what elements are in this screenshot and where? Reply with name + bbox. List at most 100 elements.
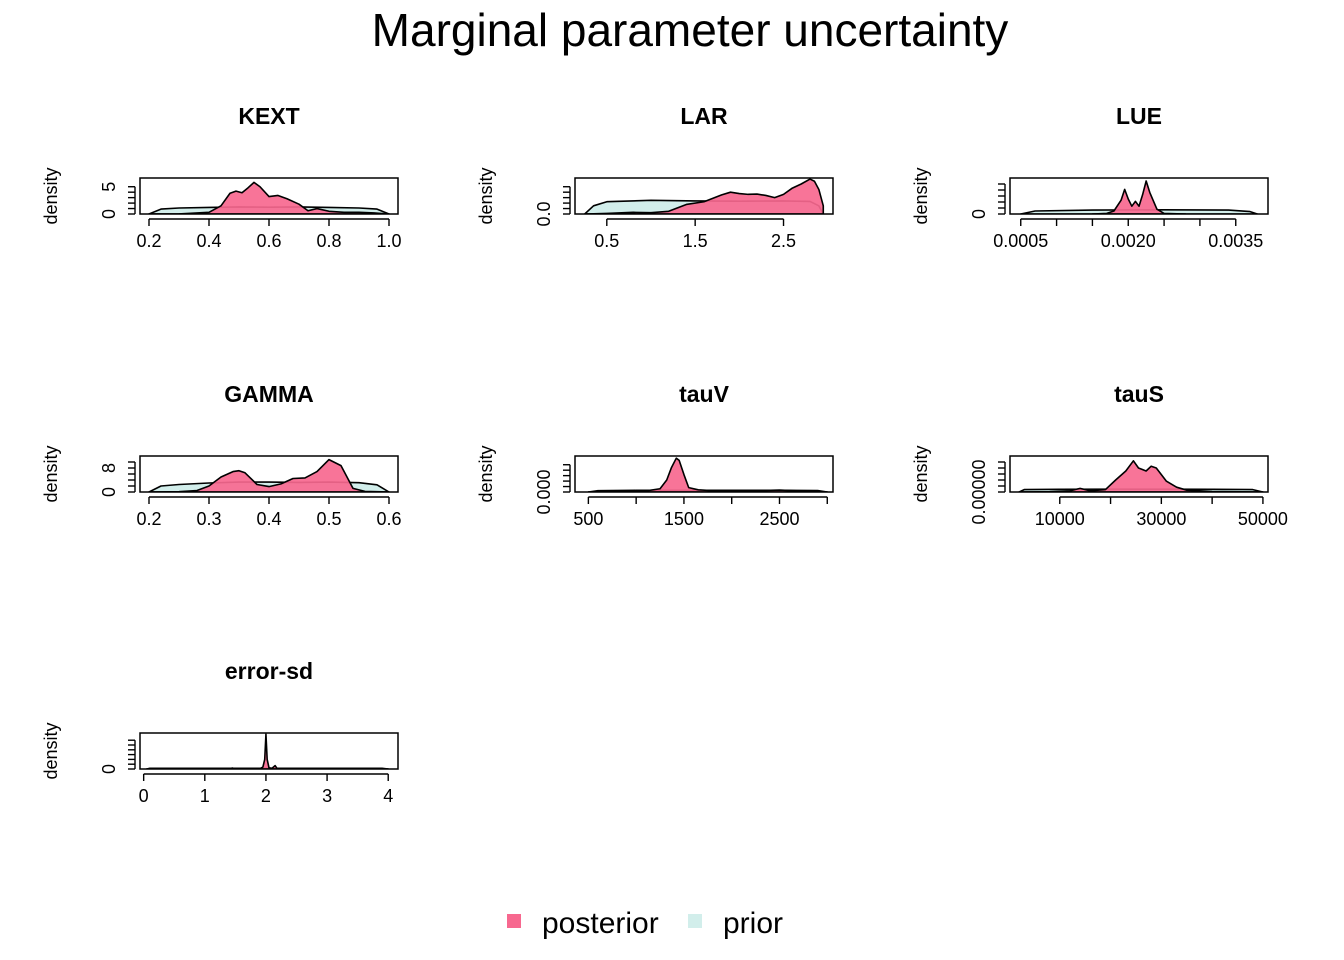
x-tick-label: 0.6 <box>376 509 401 529</box>
x-tick-label: 2 <box>261 786 271 806</box>
density-panel: LUE 0.0005 0.0020 0.0035 0 density <box>911 103 1269 251</box>
plot-area <box>145 733 390 769</box>
posterior-density-area <box>145 733 390 769</box>
y-axis: 0.000 <box>534 464 571 515</box>
x-tick-label: 4 <box>383 786 393 806</box>
panel-title: LAR <box>680 103 728 129</box>
x-axis: 0.2 0.3 0.4 0.5 0.6 <box>136 496 402 529</box>
plot-area <box>587 457 829 492</box>
x-tick-label: 1.5 <box>683 231 708 251</box>
x-axis: 500 1500 2500 <box>573 496 828 529</box>
x-axis: 0.0005 0.0020 0.0035 <box>993 218 1263 251</box>
y-axis-label: density <box>911 167 931 224</box>
x-tick-label: 30000 <box>1136 509 1186 529</box>
posterior-density-area <box>1018 460 1264 492</box>
density-panel: tauV 500 1500 2500 0.000 density <box>476 381 834 529</box>
y-axis-label: density <box>41 167 61 224</box>
posterior-density-area <box>587 457 829 492</box>
main-title: Marginal parameter uncertainty <box>372 4 1009 56</box>
x-tick-label: 0.4 <box>196 231 221 251</box>
plot-frame <box>139 732 399 770</box>
y-axis-label: density <box>41 445 61 502</box>
legend-item-posterior: posterior <box>507 907 659 940</box>
x-tick-label: 50000 <box>1238 509 1288 529</box>
x-tick-label: 0.6 <box>256 231 281 251</box>
posterior-density-area <box>148 458 390 492</box>
legend-label: posterior <box>542 907 659 940</box>
x-tick-label: 1.0 <box>376 231 401 251</box>
y-tick-label: 0 <box>99 764 119 774</box>
plot-frame <box>1009 177 1269 215</box>
x-tick-label: 0.8 <box>316 231 341 251</box>
panel-title: error-sd <box>225 658 313 684</box>
x-tick-label: 0.0035 <box>1208 231 1263 251</box>
density-panel: tauS 10000 30000 50000 0.00000 density <box>911 381 1288 529</box>
x-axis: 0.2 0.4 0.6 0.8 1.0 <box>136 218 402 251</box>
x-tick-label: 1 <box>200 786 210 806</box>
x-tick-label: 0.4 <box>256 509 281 529</box>
y-tick-label: 0 <box>969 209 989 219</box>
y-axis: 0.00000 <box>969 459 1006 525</box>
posterior-density-area <box>148 181 390 214</box>
legend-swatch <box>688 914 702 928</box>
plot-area <box>1018 460 1264 492</box>
x-tick-label: 0.3 <box>196 509 221 529</box>
legend-label: prior <box>723 907 783 940</box>
y-tick-label: 8 <box>99 463 119 473</box>
x-tick-label: 500 <box>573 509 603 529</box>
y-axis: 0 <box>969 183 1006 219</box>
plot-frame <box>574 455 834 493</box>
density-panel: error-sd 0 1 2 3 4 0 density <box>41 658 399 806</box>
y-axis-label: density <box>476 167 496 224</box>
plot-area <box>148 458 390 492</box>
x-tick-label: 0.0005 <box>993 231 1048 251</box>
y-axis: 0.0 <box>534 186 571 227</box>
legend-item-prior: prior <box>688 907 783 940</box>
y-tick-label: 0.0 <box>534 201 554 226</box>
x-axis: 0 1 2 3 4 <box>139 773 393 806</box>
y-tick-label: 0.00000 <box>969 459 989 524</box>
x-tick-label: 0 <box>139 786 149 806</box>
x-tick-label: 3 <box>322 786 332 806</box>
posterior-density-area <box>583 178 825 214</box>
posterior-density-area <box>1091 180 1187 214</box>
panel-title: KEXT <box>238 103 299 129</box>
x-tick-label: 0.2 <box>136 231 161 251</box>
x-axis: 10000 30000 50000 <box>1035 496 1288 529</box>
panel-title: LUE <box>1116 103 1162 129</box>
legend: posterior prior <box>507 907 783 940</box>
y-axis-label: density <box>911 445 931 502</box>
x-tick-label: 0.5 <box>594 231 619 251</box>
plot-frame <box>139 455 399 493</box>
density-panel: LAR 0.5 1.5 2.5 0.0 density <box>476 103 834 251</box>
plot-area <box>148 181 390 214</box>
panel-title: tauV <box>679 381 730 407</box>
y-tick-label: 0 <box>99 209 119 219</box>
y-tick-label: 0 <box>99 487 119 497</box>
y-tick-label: 5 <box>99 182 119 192</box>
x-tick-label: 0.0020 <box>1101 231 1156 251</box>
plot-frame <box>139 177 399 215</box>
x-axis: 0.5 1.5 2.5 <box>594 218 796 251</box>
y-tick-label: 0.000 <box>534 469 554 514</box>
plot-area <box>583 178 825 214</box>
x-tick-label: 10000 <box>1035 509 1085 529</box>
x-tick-label: 1500 <box>664 509 704 529</box>
plot-frame <box>574 177 834 215</box>
plot-area <box>1019 180 1259 214</box>
plot-frame <box>1009 455 1269 493</box>
density-panel: GAMMA 0.2 0.3 0.4 0.5 0.6 0 8 density <box>41 381 402 529</box>
y-axis-label: density <box>476 445 496 502</box>
x-tick-label: 0.2 <box>136 509 161 529</box>
panel-title: tauS <box>1114 381 1164 407</box>
x-tick-label: 2500 <box>759 509 799 529</box>
x-tick-label: 0.5 <box>316 509 341 529</box>
panel-title: GAMMA <box>224 381 313 407</box>
y-axis-label: density <box>41 722 61 779</box>
y-axis: 05 <box>99 182 136 219</box>
legend-swatch <box>507 914 521 928</box>
y-axis: 0 <box>99 739 136 774</box>
